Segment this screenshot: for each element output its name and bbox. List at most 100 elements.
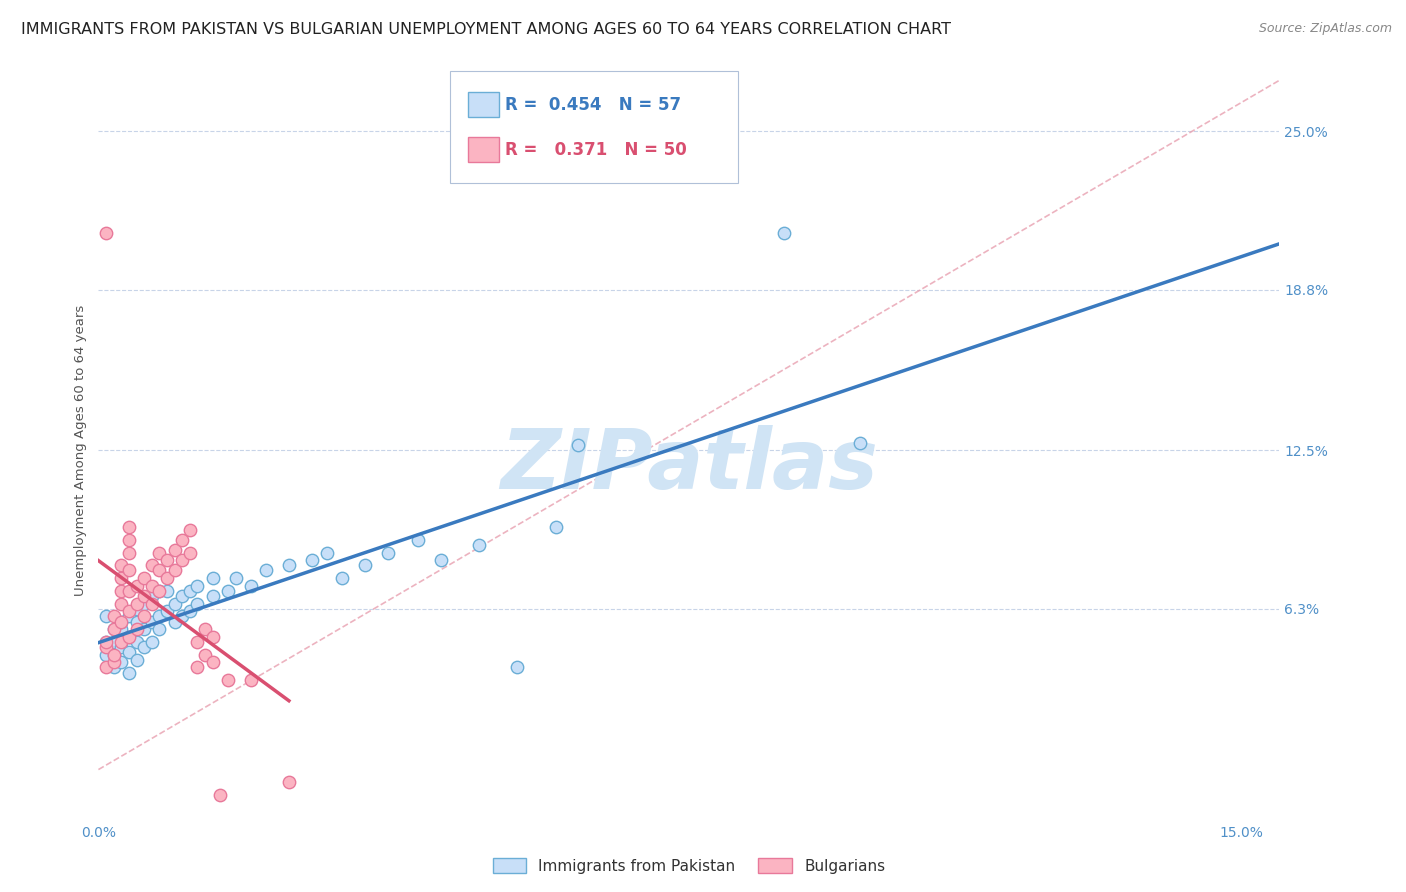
Text: R =  0.454   N = 57: R = 0.454 N = 57 — [505, 95, 681, 113]
Point — [110, 597, 132, 611]
Point — [194, 648, 217, 662]
Point — [194, 622, 217, 636]
Point — [103, 622, 125, 636]
Point — [103, 660, 125, 674]
Point — [377, 545, 399, 559]
Point — [163, 543, 186, 558]
Point — [148, 622, 170, 636]
Point — [110, 583, 132, 598]
Point — [110, 615, 132, 629]
Point — [186, 579, 208, 593]
Point — [134, 589, 156, 603]
Point — [110, 571, 132, 585]
Point — [156, 553, 179, 567]
Point — [110, 622, 132, 636]
Point — [156, 571, 179, 585]
Point — [179, 523, 201, 537]
Point — [544, 520, 567, 534]
Point — [125, 579, 148, 593]
Point — [354, 558, 377, 573]
Point — [179, 604, 201, 618]
Point — [408, 533, 430, 547]
Point — [179, 583, 201, 598]
Point — [849, 435, 872, 450]
Point — [94, 640, 117, 654]
Point — [316, 545, 339, 559]
Point — [125, 601, 148, 615]
Point — [179, 545, 201, 559]
Point — [172, 553, 194, 567]
Point — [94, 227, 117, 241]
Point — [201, 589, 224, 603]
Point — [330, 571, 353, 585]
Point — [134, 622, 156, 636]
Text: Source: ZipAtlas.com: Source: ZipAtlas.com — [1258, 22, 1392, 36]
Point — [134, 571, 156, 585]
Point — [118, 545, 141, 559]
Point — [141, 589, 163, 603]
Point — [125, 615, 148, 629]
Point — [277, 558, 299, 573]
Point — [209, 788, 232, 802]
Point — [201, 656, 224, 670]
Text: IMMIGRANTS FROM PAKISTAN VS BULGARIAN UNEMPLOYMENT AMONG AGES 60 TO 64 YEARS COR: IMMIGRANTS FROM PAKISTAN VS BULGARIAN UN… — [21, 22, 950, 37]
Point — [125, 622, 148, 636]
Point — [110, 656, 132, 670]
Point — [94, 609, 117, 624]
Point — [148, 609, 170, 624]
Point — [125, 635, 148, 649]
Point — [172, 589, 194, 603]
Point — [156, 604, 179, 618]
Point — [217, 673, 239, 688]
Point — [110, 558, 132, 573]
Point — [94, 660, 117, 674]
Point — [110, 640, 132, 654]
Point — [134, 609, 156, 624]
Point — [110, 635, 132, 649]
Point — [94, 635, 117, 649]
Point — [186, 597, 208, 611]
Point — [301, 553, 323, 567]
Point — [186, 660, 208, 674]
Legend: Immigrants from Pakistan, Bulgarians: Immigrants from Pakistan, Bulgarians — [486, 852, 891, 880]
Point — [468, 538, 491, 552]
Point — [225, 571, 247, 585]
Y-axis label: Unemployment Among Ages 60 to 64 years: Unemployment Among Ages 60 to 64 years — [75, 305, 87, 596]
Point — [134, 640, 156, 654]
Point — [103, 609, 125, 624]
Point — [148, 564, 170, 578]
Point — [201, 571, 224, 585]
Point — [125, 597, 148, 611]
Point — [773, 227, 796, 241]
Point — [118, 609, 141, 624]
Text: ZIPatlas: ZIPatlas — [501, 425, 877, 506]
Point — [125, 653, 148, 667]
Point — [172, 533, 194, 547]
Point — [118, 520, 141, 534]
Point — [156, 583, 179, 598]
Point — [148, 583, 170, 598]
Point — [254, 564, 277, 578]
Point — [134, 597, 156, 611]
Point — [118, 630, 141, 644]
Point — [277, 775, 299, 789]
Point — [141, 615, 163, 629]
Point — [118, 665, 141, 680]
Point — [118, 630, 141, 644]
Point — [567, 438, 589, 452]
Point — [163, 615, 186, 629]
Point — [118, 583, 141, 598]
Point — [148, 545, 170, 559]
Point — [94, 648, 117, 662]
Point — [239, 579, 262, 593]
Point — [110, 615, 132, 629]
Point — [103, 648, 125, 662]
Point — [239, 673, 262, 688]
Point — [103, 635, 125, 649]
Point — [217, 583, 239, 598]
Point — [103, 656, 125, 670]
Point — [148, 583, 170, 598]
Point — [163, 597, 186, 611]
Point — [118, 645, 141, 659]
Point — [141, 558, 163, 573]
